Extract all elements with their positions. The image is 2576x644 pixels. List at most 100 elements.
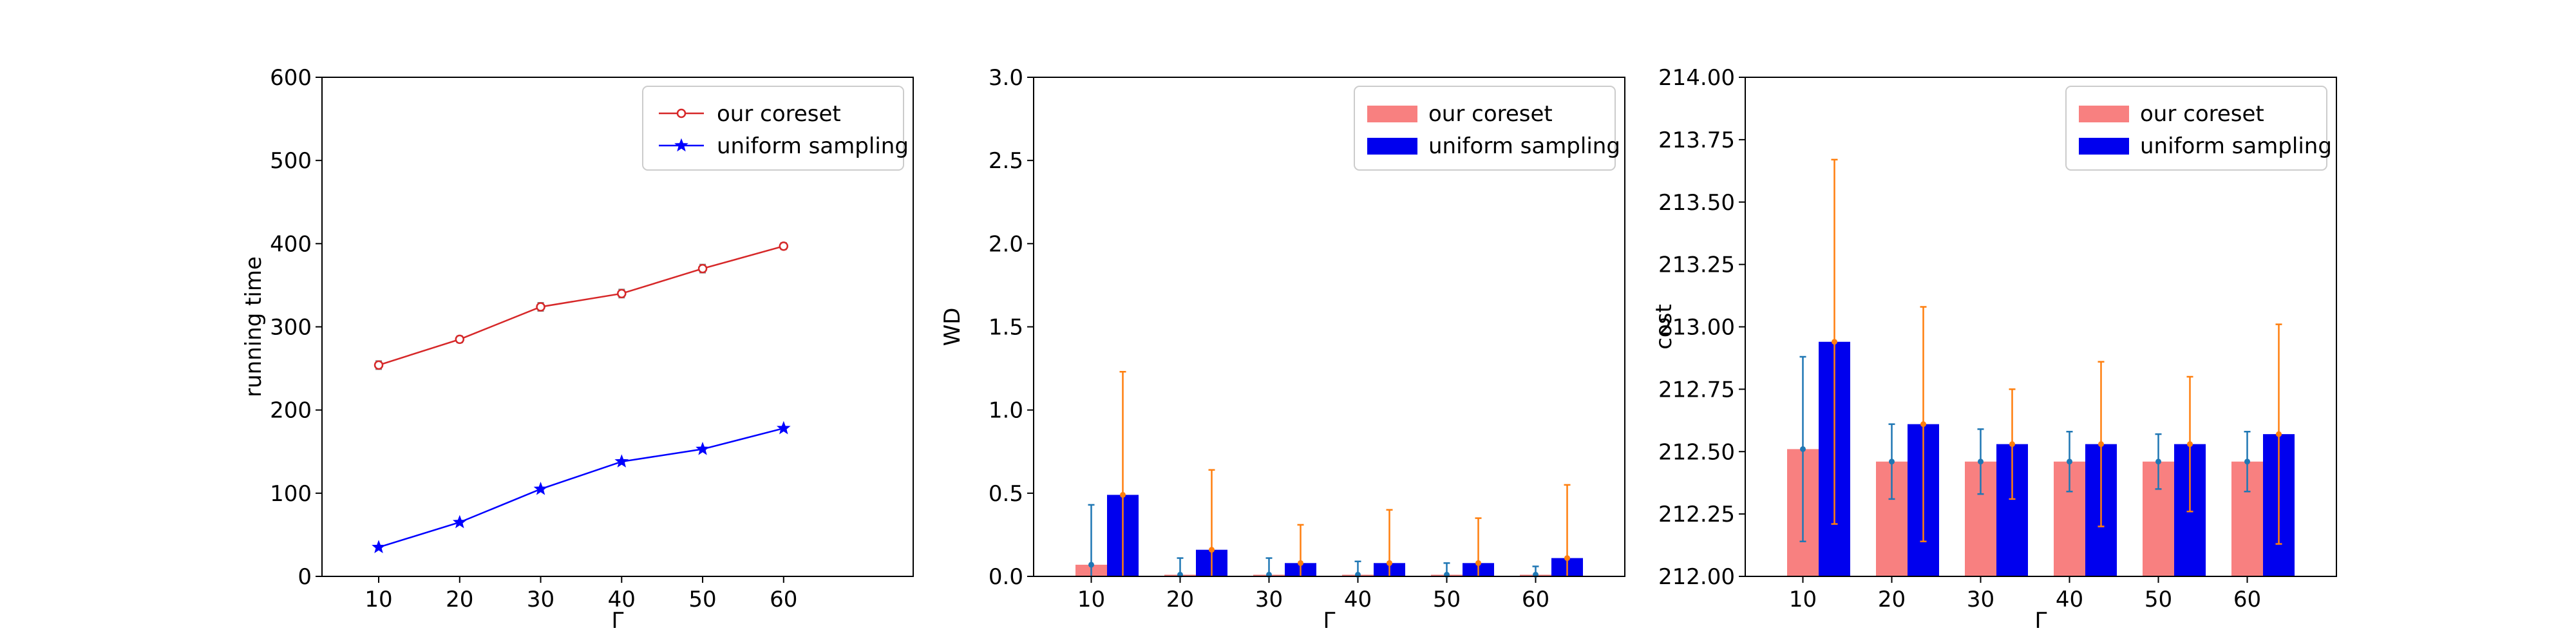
legend-label: our coreset — [2140, 101, 2264, 127]
y-tick-label: 500 — [270, 148, 312, 174]
data-point — [779, 241, 789, 251]
x-tick-label: 60 — [1522, 587, 1549, 612]
error-center — [1475, 560, 1481, 566]
data-point — [455, 334, 465, 345]
legend-swatch — [2079, 106, 2129, 122]
error-center — [1978, 459, 1984, 465]
error-bars-1 — [1799, 355, 2251, 542]
y-tick-label: 200 — [270, 398, 312, 424]
y-tick-label: 212.25 — [1658, 502, 1735, 527]
y-tick-label: 0.0 — [989, 564, 1023, 590]
x-tick-label: 50 — [2145, 587, 2172, 612]
y-tick-label: 213.25 — [1658, 252, 1735, 278]
x-tick-label: 40 — [2056, 587, 2083, 612]
legend-swatch — [1367, 138, 1417, 155]
y-axis-title: running time — [241, 256, 267, 397]
x-tick-label: 50 — [688, 587, 716, 612]
error-center — [2067, 459, 2072, 465]
legend-label: uniform sampling — [717, 133, 909, 159]
legend-label: uniform sampling — [2140, 133, 2332, 159]
error-center — [2098, 441, 2104, 448]
plot-frame — [321, 77, 914, 577]
error-bars-2 — [1831, 158, 2282, 545]
y-tick-label: 2.5 — [989, 148, 1023, 174]
legend-box — [642, 86, 904, 171]
x-tick-label: 10 — [365, 587, 392, 612]
x-tick-label: 40 — [1344, 587, 1372, 612]
y-tick-label: 214.00 — [1658, 65, 1735, 91]
error-center — [1298, 560, 1303, 566]
y-axis-title: cost — [1651, 304, 1677, 350]
x-tick-label: 50 — [1433, 587, 1461, 612]
x-tick-label: 20 — [446, 587, 473, 612]
legend-label: our coreset — [717, 101, 841, 127]
y-tick-label: 100 — [270, 481, 312, 507]
error-center — [1889, 459, 1895, 465]
chart-panel-3: 212.00 212.25 212.50 212.75 213.00 213.25 213.… — [1651, 65, 2337, 634]
y-tick-label: 1.5 — [989, 315, 1023, 341]
error-bars-2 — [1119, 371, 1571, 576]
legend-swatch — [1367, 106, 1417, 122]
x-axis-title: Γ — [612, 608, 624, 634]
x-tick-label: 30 — [527, 587, 554, 612]
data-point — [374, 360, 384, 370]
legend: our coreset uniform sampling — [1354, 86, 1620, 171]
data-point — [617, 289, 627, 299]
y-tick-label: 0 — [298, 564, 312, 590]
error-center — [2276, 431, 2282, 437]
legend: our coreset uniform sampling — [642, 86, 909, 171]
y-tick-label: 3.0 — [989, 65, 1023, 91]
legend-swatch — [2079, 138, 2129, 155]
x-tick-label: 40 — [608, 587, 636, 612]
error-center — [1832, 339, 1837, 345]
plot-frame — [1033, 77, 1625, 577]
legend-box — [2065, 86, 2327, 171]
error-center — [1920, 421, 1926, 428]
y-tick-label: 213.75 — [1658, 128, 1735, 153]
legend-box — [1354, 86, 1616, 171]
legend-label: uniform sampling — [1428, 133, 1620, 159]
x-tick-label: 30 — [1255, 587, 1283, 612]
error-center — [1800, 446, 1806, 452]
error-center — [1120, 491, 1126, 498]
legend-marker — [676, 108, 687, 118]
data-point — [372, 540, 386, 554]
data-point — [536, 302, 545, 312]
series-line — [378, 245, 784, 366]
series-line — [378, 427, 784, 548]
data-point — [533, 481, 548, 495]
data-point — [452, 515, 467, 529]
x-axis-title: Γ — [2035, 608, 2047, 634]
y-tick-label: 0.5 — [989, 481, 1023, 507]
x-tick-label: 60 — [2233, 587, 2261, 612]
y-tick-label: 213.50 — [1658, 190, 1735, 216]
chart-panel-2: 0.0 0.5 1.0 1.5 2.0 2.5 3.0 Γ WD 10 20 30 40 50 60 our … — [940, 65, 1625, 634]
y-tick-label: 2.0 — [989, 231, 1023, 257]
y-tick-label: 213.00 — [1658, 315, 1735, 341]
x-tick-label: 20 — [1878, 587, 1906, 612]
x-tick-label: 20 — [1166, 587, 1194, 612]
y-tick-label: 212.50 — [1658, 439, 1735, 465]
data-point — [614, 454, 629, 468]
error-center — [1209, 547, 1215, 553]
x-tick-label: 10 — [1077, 587, 1105, 612]
y-tick-label: 300 — [270, 315, 312, 341]
x-tick-label: 30 — [1967, 587, 1994, 612]
y-tick-label: 600 — [270, 65, 312, 91]
error-center — [1564, 555, 1570, 562]
plot-frame — [1745, 77, 2337, 577]
series-2 — [1107, 495, 1583, 576]
x-tick-label: 10 — [1789, 587, 1817, 612]
y-axis-title: WD — [940, 308, 965, 346]
y-tick-label: 212.75 — [1658, 377, 1735, 402]
data-point — [776, 421, 791, 435]
error-center — [2155, 459, 2161, 465]
series-1 — [1787, 449, 2263, 576]
x-tick-label: 60 — [770, 587, 797, 612]
error-center — [1088, 562, 1094, 568]
series-1 — [374, 241, 789, 370]
legend: our coreset uniform sampling — [2065, 86, 2332, 171]
y-tick-label: 212.00 — [1658, 564, 1735, 590]
